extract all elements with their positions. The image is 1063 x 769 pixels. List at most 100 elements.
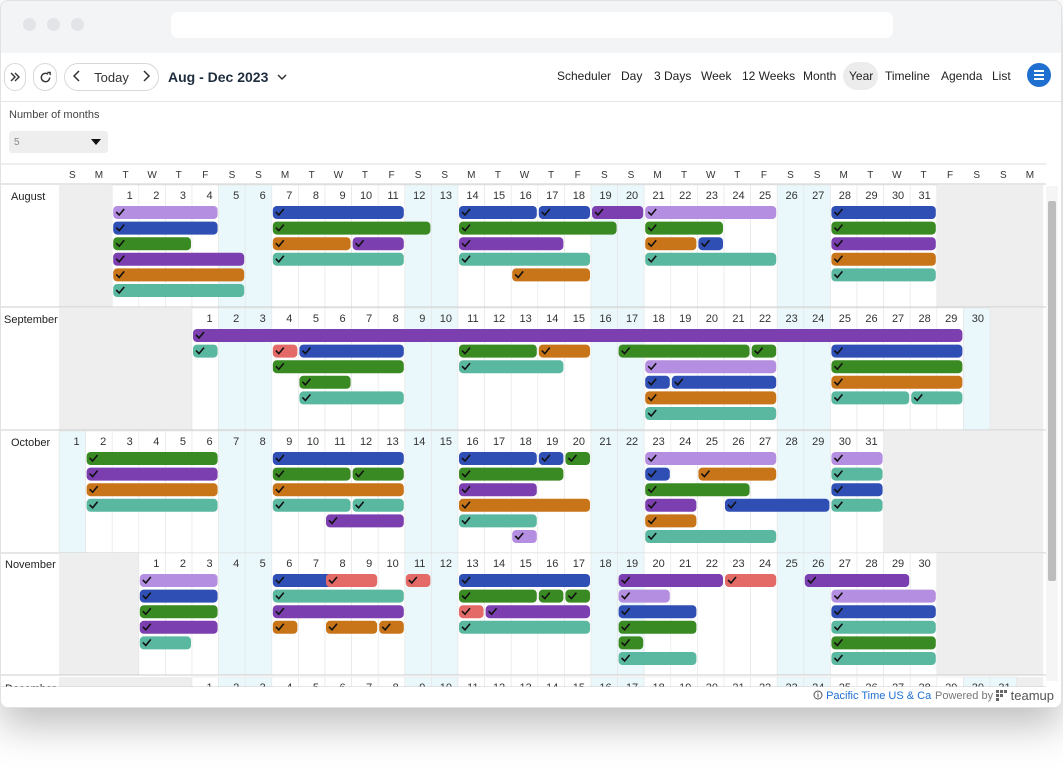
event-bar[interactable] [272, 360, 404, 374]
day-cell[interactable] [617, 184, 645, 308]
day-cell[interactable] [590, 552, 618, 676]
refresh-button[interactable] [33, 63, 57, 91]
event-bar[interactable] [831, 620, 936, 634]
day-cell[interactable] [404, 430, 432, 554]
event-bar[interactable] [831, 605, 936, 619]
menu-button[interactable] [1027, 63, 1051, 87]
day-cell[interactable] [271, 676, 299, 688]
event-bar[interactable] [459, 589, 537, 603]
day-cell[interactable] [803, 307, 831, 431]
view-3-days[interactable]: 3 Days [654, 69, 692, 83]
view-agenda[interactable]: Agenda [941, 69, 983, 83]
day-cell[interactable] [697, 552, 725, 676]
event-bar[interactable] [645, 530, 777, 543]
event-bar[interactable] [618, 652, 697, 665]
event-bar[interactable] [459, 252, 590, 266]
event-bar[interactable] [645, 514, 697, 528]
event-bar[interactable] [272, 467, 351, 481]
day-cell[interactable] [244, 184, 273, 308]
teamup-logo[interactable]: teamup [996, 688, 1054, 703]
event-bar[interactable] [512, 268, 590, 282]
event-bar[interactable] [645, 407, 777, 420]
event-bar[interactable] [538, 206, 590, 219]
event-bar[interactable] [113, 237, 191, 251]
day-cell[interactable] [537, 430, 565, 554]
event-bar[interactable] [272, 589, 404, 603]
event-bar[interactable] [139, 605, 218, 619]
day-cell[interactable] [590, 430, 618, 554]
event-bar[interactable] [459, 483, 537, 497]
event-bar[interactable] [831, 237, 936, 251]
event-bar[interactable] [272, 206, 404, 219]
day-cell[interactable] [218, 430, 246, 554]
event-bar[interactable] [352, 237, 404, 251]
event-bar[interactable] [645, 391, 777, 405]
event-bar[interactable] [831, 483, 883, 497]
event-bar[interactable] [272, 221, 431, 235]
event-bar[interactable] [352, 467, 404, 481]
day-cell[interactable] [590, 184, 618, 308]
event-bar[interactable] [831, 221, 936, 235]
event-bar[interactable] [698, 467, 777, 481]
day-cell[interactable] [58, 430, 86, 554]
scrollbar-thumb[interactable] [1048, 201, 1056, 581]
view-12-weeks[interactable]: 12 Weeks [742, 69, 796, 83]
event-bar[interactable] [725, 498, 830, 512]
day-cell[interactable] [218, 307, 246, 431]
day-cell[interactable] [431, 184, 459, 308]
day-cell[interactable] [564, 430, 592, 554]
view-day[interactable]: Day [621, 69, 643, 83]
day-cell[interactable] [590, 307, 618, 431]
event-bar[interactable] [911, 391, 963, 405]
event-bar[interactable] [86, 467, 218, 481]
event-bar[interactable] [645, 498, 697, 512]
event-bar[interactable] [618, 605, 697, 619]
day-cell[interactable] [776, 307, 805, 431]
event-bar[interactable] [538, 344, 590, 358]
event-bar[interactable] [831, 589, 936, 603]
event-bar[interactable] [831, 360, 963, 374]
event-bar[interactable] [193, 329, 963, 342]
event-bar[interactable] [645, 483, 750, 497]
event-bar[interactable] [645, 206, 777, 219]
event-bar[interactable] [272, 498, 351, 512]
day-cell[interactable] [244, 676, 273, 688]
day-cell[interactable] [324, 676, 352, 688]
day-cell[interactable] [244, 307, 273, 431]
event-bar[interactable] [831, 391, 910, 405]
day-cell[interactable] [723, 184, 751, 308]
day-cell[interactable] [404, 184, 432, 308]
day-cell[interactable] [218, 676, 246, 688]
event-bar[interactable] [113, 252, 245, 266]
event-bar[interactable] [326, 574, 378, 587]
event-bar[interactable] [139, 636, 191, 650]
day-cell[interactable] [564, 184, 592, 308]
event-bar[interactable] [86, 498, 218, 512]
event-bar[interactable] [139, 620, 218, 634]
event-bar[interactable] [459, 237, 564, 251]
day-cell[interactable] [404, 307, 432, 431]
event-bar[interactable] [113, 284, 245, 297]
day-cell[interactable] [776, 184, 805, 308]
day-cell[interactable] [191, 307, 219, 431]
day-cell[interactable] [431, 430, 459, 554]
event-bar[interactable] [299, 375, 351, 389]
previous-button[interactable] [71, 69, 83, 86]
event-bar[interactable] [804, 574, 910, 587]
event-bar[interactable] [272, 452, 404, 465]
event-bar[interactable] [831, 498, 883, 512]
event-bar[interactable] [459, 360, 564, 374]
day-cell[interactable] [750, 184, 778, 308]
event-bar[interactable] [831, 467, 883, 481]
event-bar[interactable] [831, 268, 936, 282]
day-cell[interactable] [963, 307, 991, 431]
day-cell[interactable] [404, 552, 432, 676]
day-cell[interactable] [351, 676, 379, 688]
event-bar[interactable] [139, 574, 218, 587]
event-bar[interactable] [459, 467, 564, 481]
event-bar[interactable] [645, 452, 777, 465]
view-timeline[interactable]: Timeline [885, 69, 930, 83]
day-cell[interactable] [617, 430, 645, 554]
event-bar[interactable] [645, 360, 777, 374]
event-bar[interactable] [459, 498, 590, 512]
